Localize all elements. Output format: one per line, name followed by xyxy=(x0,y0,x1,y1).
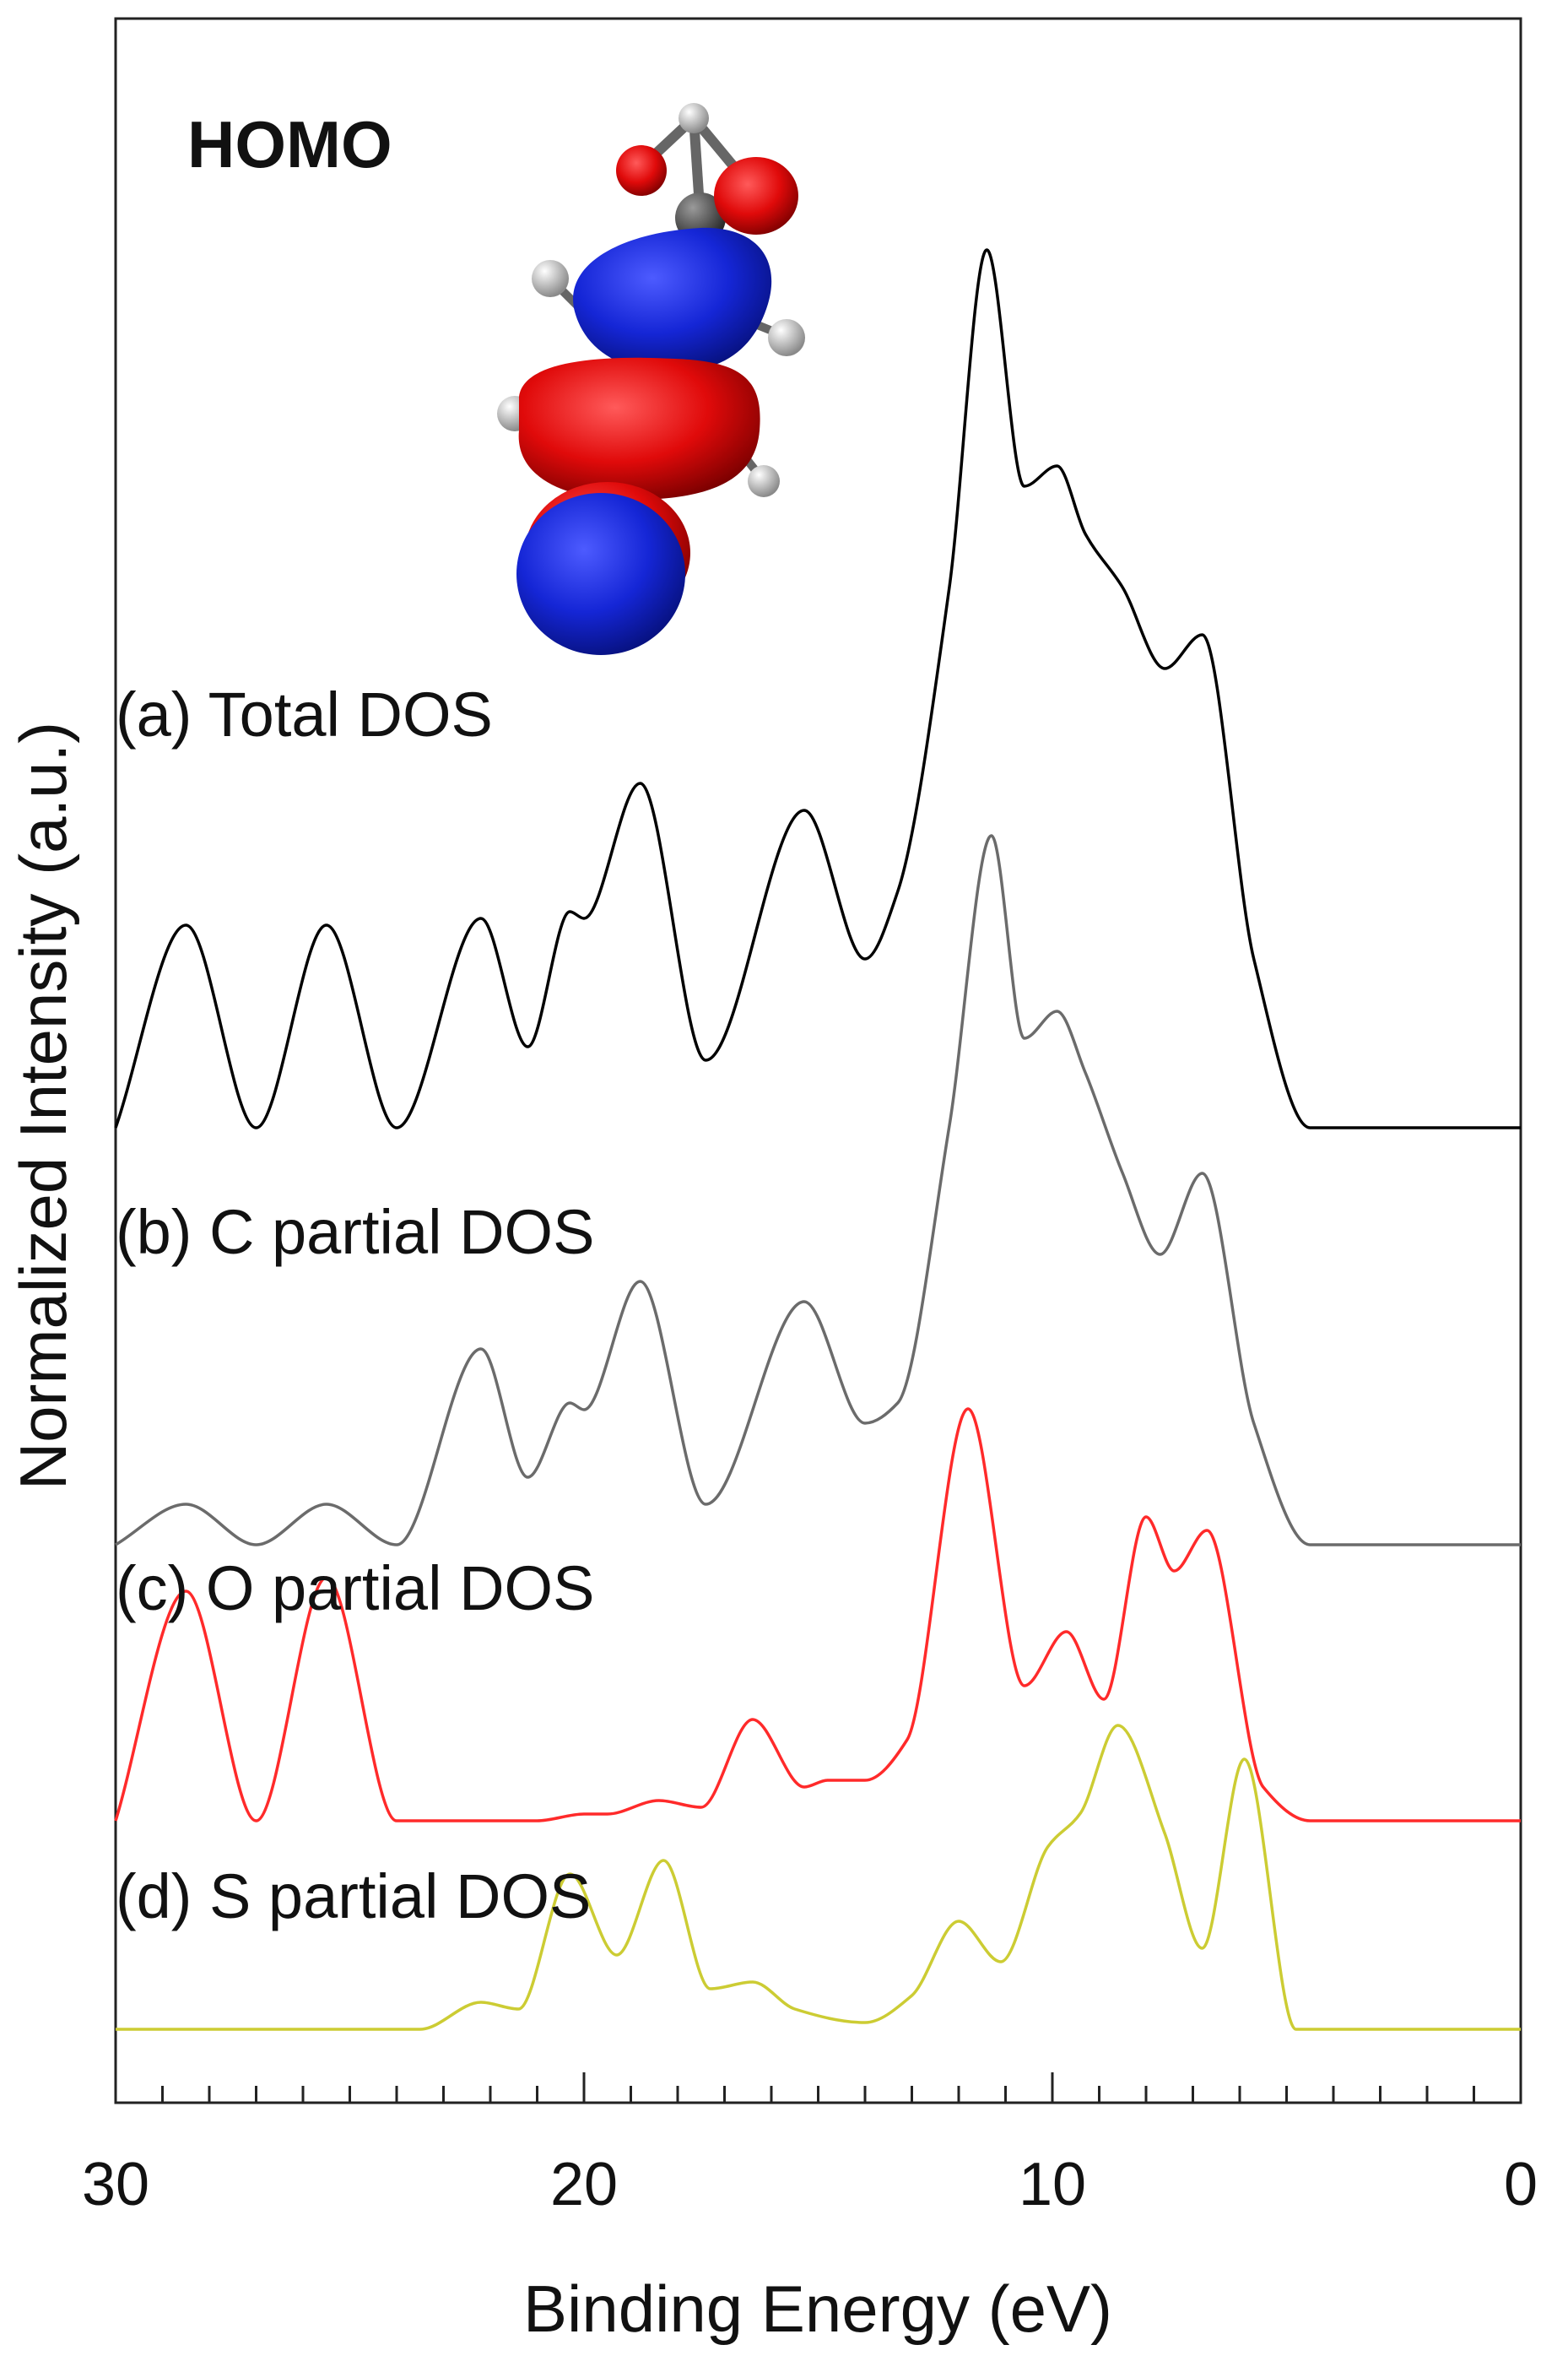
x-axis-tick-labels: 30 20 10 0 xyxy=(82,2151,1538,2218)
homo-label: HOMO xyxy=(187,107,392,181)
series-group xyxy=(114,248,1521,2031)
y-axis-title: Normalized Intensity (a.u.) xyxy=(6,722,80,1490)
c-partial-dos-line xyxy=(115,834,1521,1546)
o-partial-dos-line xyxy=(114,1407,1521,1822)
x-tick-label: 10 xyxy=(1019,2151,1086,2218)
series-label-s: (d) S partial DOS xyxy=(116,1861,591,1931)
x-tick-label: 30 xyxy=(82,2151,149,2218)
x-tick-label: 20 xyxy=(550,2151,618,2218)
total-dos-line xyxy=(114,248,1521,1129)
series-label-total: (a) Total DOS xyxy=(116,680,493,750)
homo-orbital-illustration xyxy=(497,103,805,655)
x-tick-label: 0 xyxy=(1504,2151,1538,2218)
series-label-c: (b) C partial DOS xyxy=(116,1197,594,1267)
s-partial-dos-line xyxy=(116,1724,1521,2031)
x-axis-ticks xyxy=(114,2072,1522,2103)
plot-frame xyxy=(114,17,1522,2104)
x-axis-title: Binding Energy (eV) xyxy=(523,2272,1112,2346)
series-label-o: (c) O partial DOS xyxy=(116,1553,594,1623)
